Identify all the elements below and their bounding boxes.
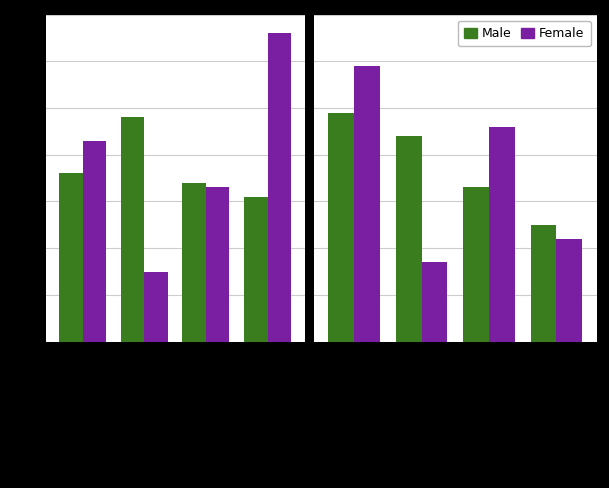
Bar (121, 118, 144, 342)
Bar (206, 187, 230, 342)
Bar (354, 66, 380, 342)
Bar (489, 127, 515, 342)
Bar (83, 141, 106, 342)
Bar (557, 239, 582, 342)
Bar (144, 271, 167, 342)
Bar (421, 262, 447, 342)
Bar (59, 173, 83, 342)
Bar (530, 225, 557, 342)
Bar (267, 33, 291, 342)
Bar (328, 113, 354, 342)
Bar (183, 183, 206, 342)
Bar (244, 197, 267, 342)
Bar (396, 136, 421, 342)
Bar (463, 187, 489, 342)
Legend: Male, Female: Male, Female (458, 21, 591, 46)
